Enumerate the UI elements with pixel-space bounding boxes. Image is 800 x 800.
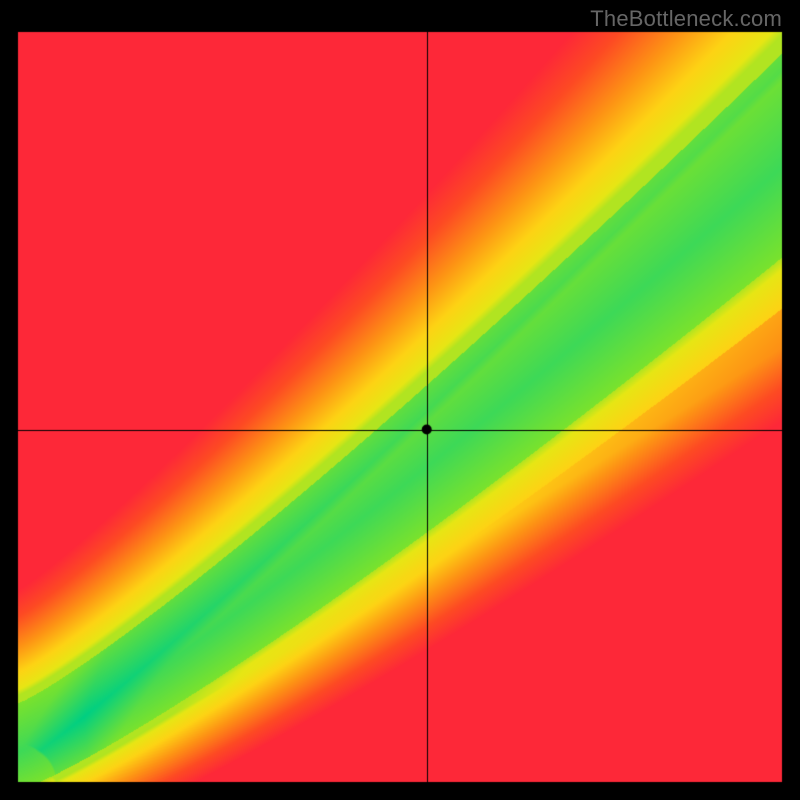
heatmap-canvas	[0, 0, 800, 800]
watermark-text: TheBottleneck.com	[590, 6, 782, 32]
chart-container: TheBottleneck.com	[0, 0, 800, 800]
heatmap-plot	[0, 0, 800, 800]
